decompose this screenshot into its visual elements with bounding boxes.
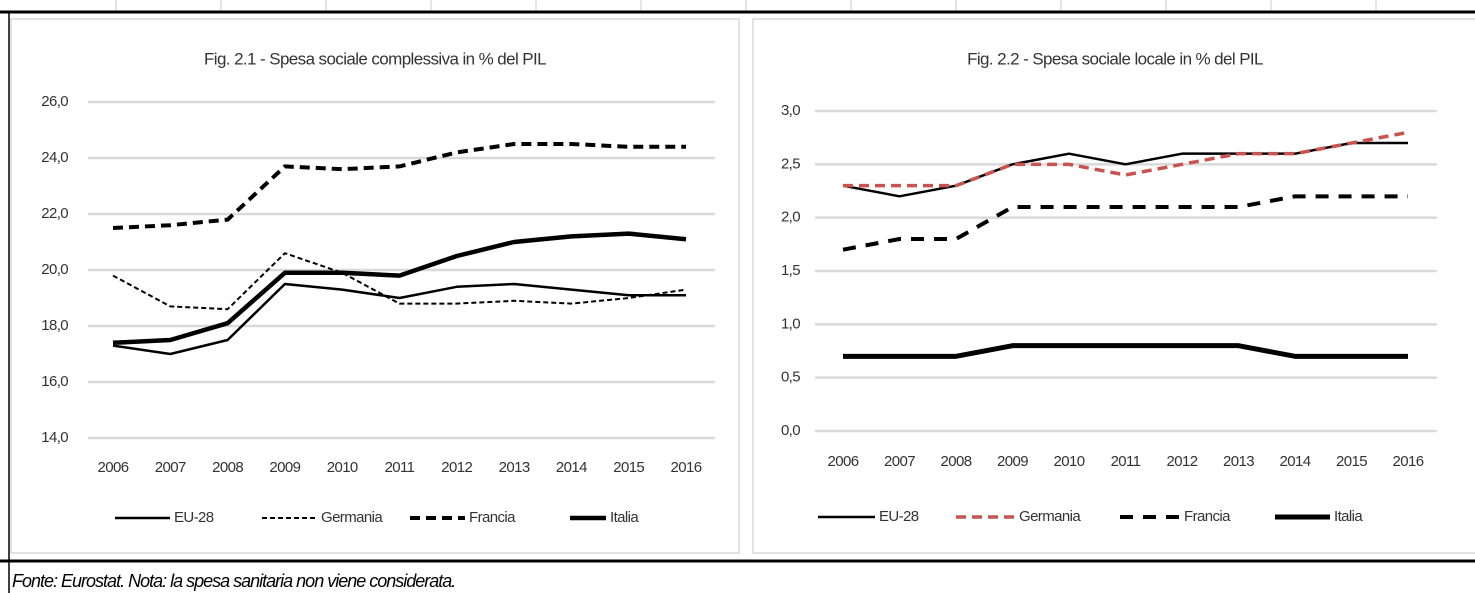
series-line xyxy=(842,194,1408,252)
sheet-decoration xyxy=(115,0,1377,12)
x-tick-label: 2015 xyxy=(1336,453,1367,470)
y-tick-label: 0,0 xyxy=(781,422,800,439)
x-tick-label: 2009 xyxy=(997,453,1028,470)
x-tick-label: 2007 xyxy=(884,453,915,470)
legend-label: Francia xyxy=(1184,508,1231,525)
x-tick-label: 2015 xyxy=(613,459,644,476)
panel xyxy=(10,18,740,554)
y-tick-label: 14,0 xyxy=(41,429,68,446)
y-tick-label: 26,0 xyxy=(41,93,68,110)
x-tick-label: 2010 xyxy=(1054,453,1085,470)
footnote: Fonte: Eurostat. Nota: la spesa sanitari… xyxy=(12,571,455,591)
x-tick-label: 2016 xyxy=(671,459,702,476)
x-tick-label: 2016 xyxy=(1393,453,1424,470)
y-tick-label: 24,0 xyxy=(41,149,68,166)
y-tick-label: 18,0 xyxy=(41,317,68,334)
x-tick-label: 2011 xyxy=(385,459,415,476)
legend-label: EU-28 xyxy=(879,508,919,525)
legend-label: Italia xyxy=(610,509,639,526)
legend-label: Francia xyxy=(469,509,516,526)
series-line xyxy=(843,343,1408,359)
series-line xyxy=(112,282,686,356)
series-line xyxy=(112,142,686,230)
x-tick-label: 2011 xyxy=(1111,453,1141,470)
legend-label: Germania xyxy=(1019,508,1081,525)
chart-title: Fig. 2.1 - Spesa sociale complessiva in … xyxy=(204,49,546,68)
y-tick-label: 0,5 xyxy=(781,369,800,386)
y-tick-label: 1,5 xyxy=(781,262,800,279)
y-tick-label: 22,0 xyxy=(41,205,68,222)
x-tick-label: 2006 xyxy=(828,453,859,470)
y-tick-label: 1,0 xyxy=(781,315,800,332)
y-tick-label: 20,0 xyxy=(41,261,68,278)
panel xyxy=(752,18,1475,554)
y-tick-label: 2,0 xyxy=(781,209,800,226)
x-tick-label: 2010 xyxy=(327,459,358,476)
y-tick-label: 2,5 xyxy=(781,155,800,172)
x-tick-label: 2013 xyxy=(1223,453,1254,470)
series-line xyxy=(112,231,687,346)
x-tick-label: 2008 xyxy=(212,459,243,476)
legend-label: Italia xyxy=(1334,508,1363,525)
legend-label: Germania xyxy=(321,509,383,526)
chart-title: Fig. 2.2 - Spesa sociale locale in % del… xyxy=(967,49,1263,68)
x-tick-label: 2014 xyxy=(556,459,587,476)
x-tick-label: 2006 xyxy=(98,459,129,476)
series-line xyxy=(112,252,687,311)
x-tick-label: 2008 xyxy=(941,453,972,470)
x-tick-label: 2012 xyxy=(1167,453,1198,470)
legend-label: EU-28 xyxy=(174,509,214,526)
x-tick-label: 2014 xyxy=(1280,453,1311,470)
y-tick-label: 16,0 xyxy=(41,373,68,390)
y-tick-label: 3,0 xyxy=(781,102,800,119)
x-tick-label: 2009 xyxy=(269,459,300,476)
series-line xyxy=(842,141,1408,198)
x-tick-label: 2007 xyxy=(155,459,186,476)
x-tick-label: 2012 xyxy=(441,459,472,476)
x-tick-label: 2013 xyxy=(499,459,530,476)
